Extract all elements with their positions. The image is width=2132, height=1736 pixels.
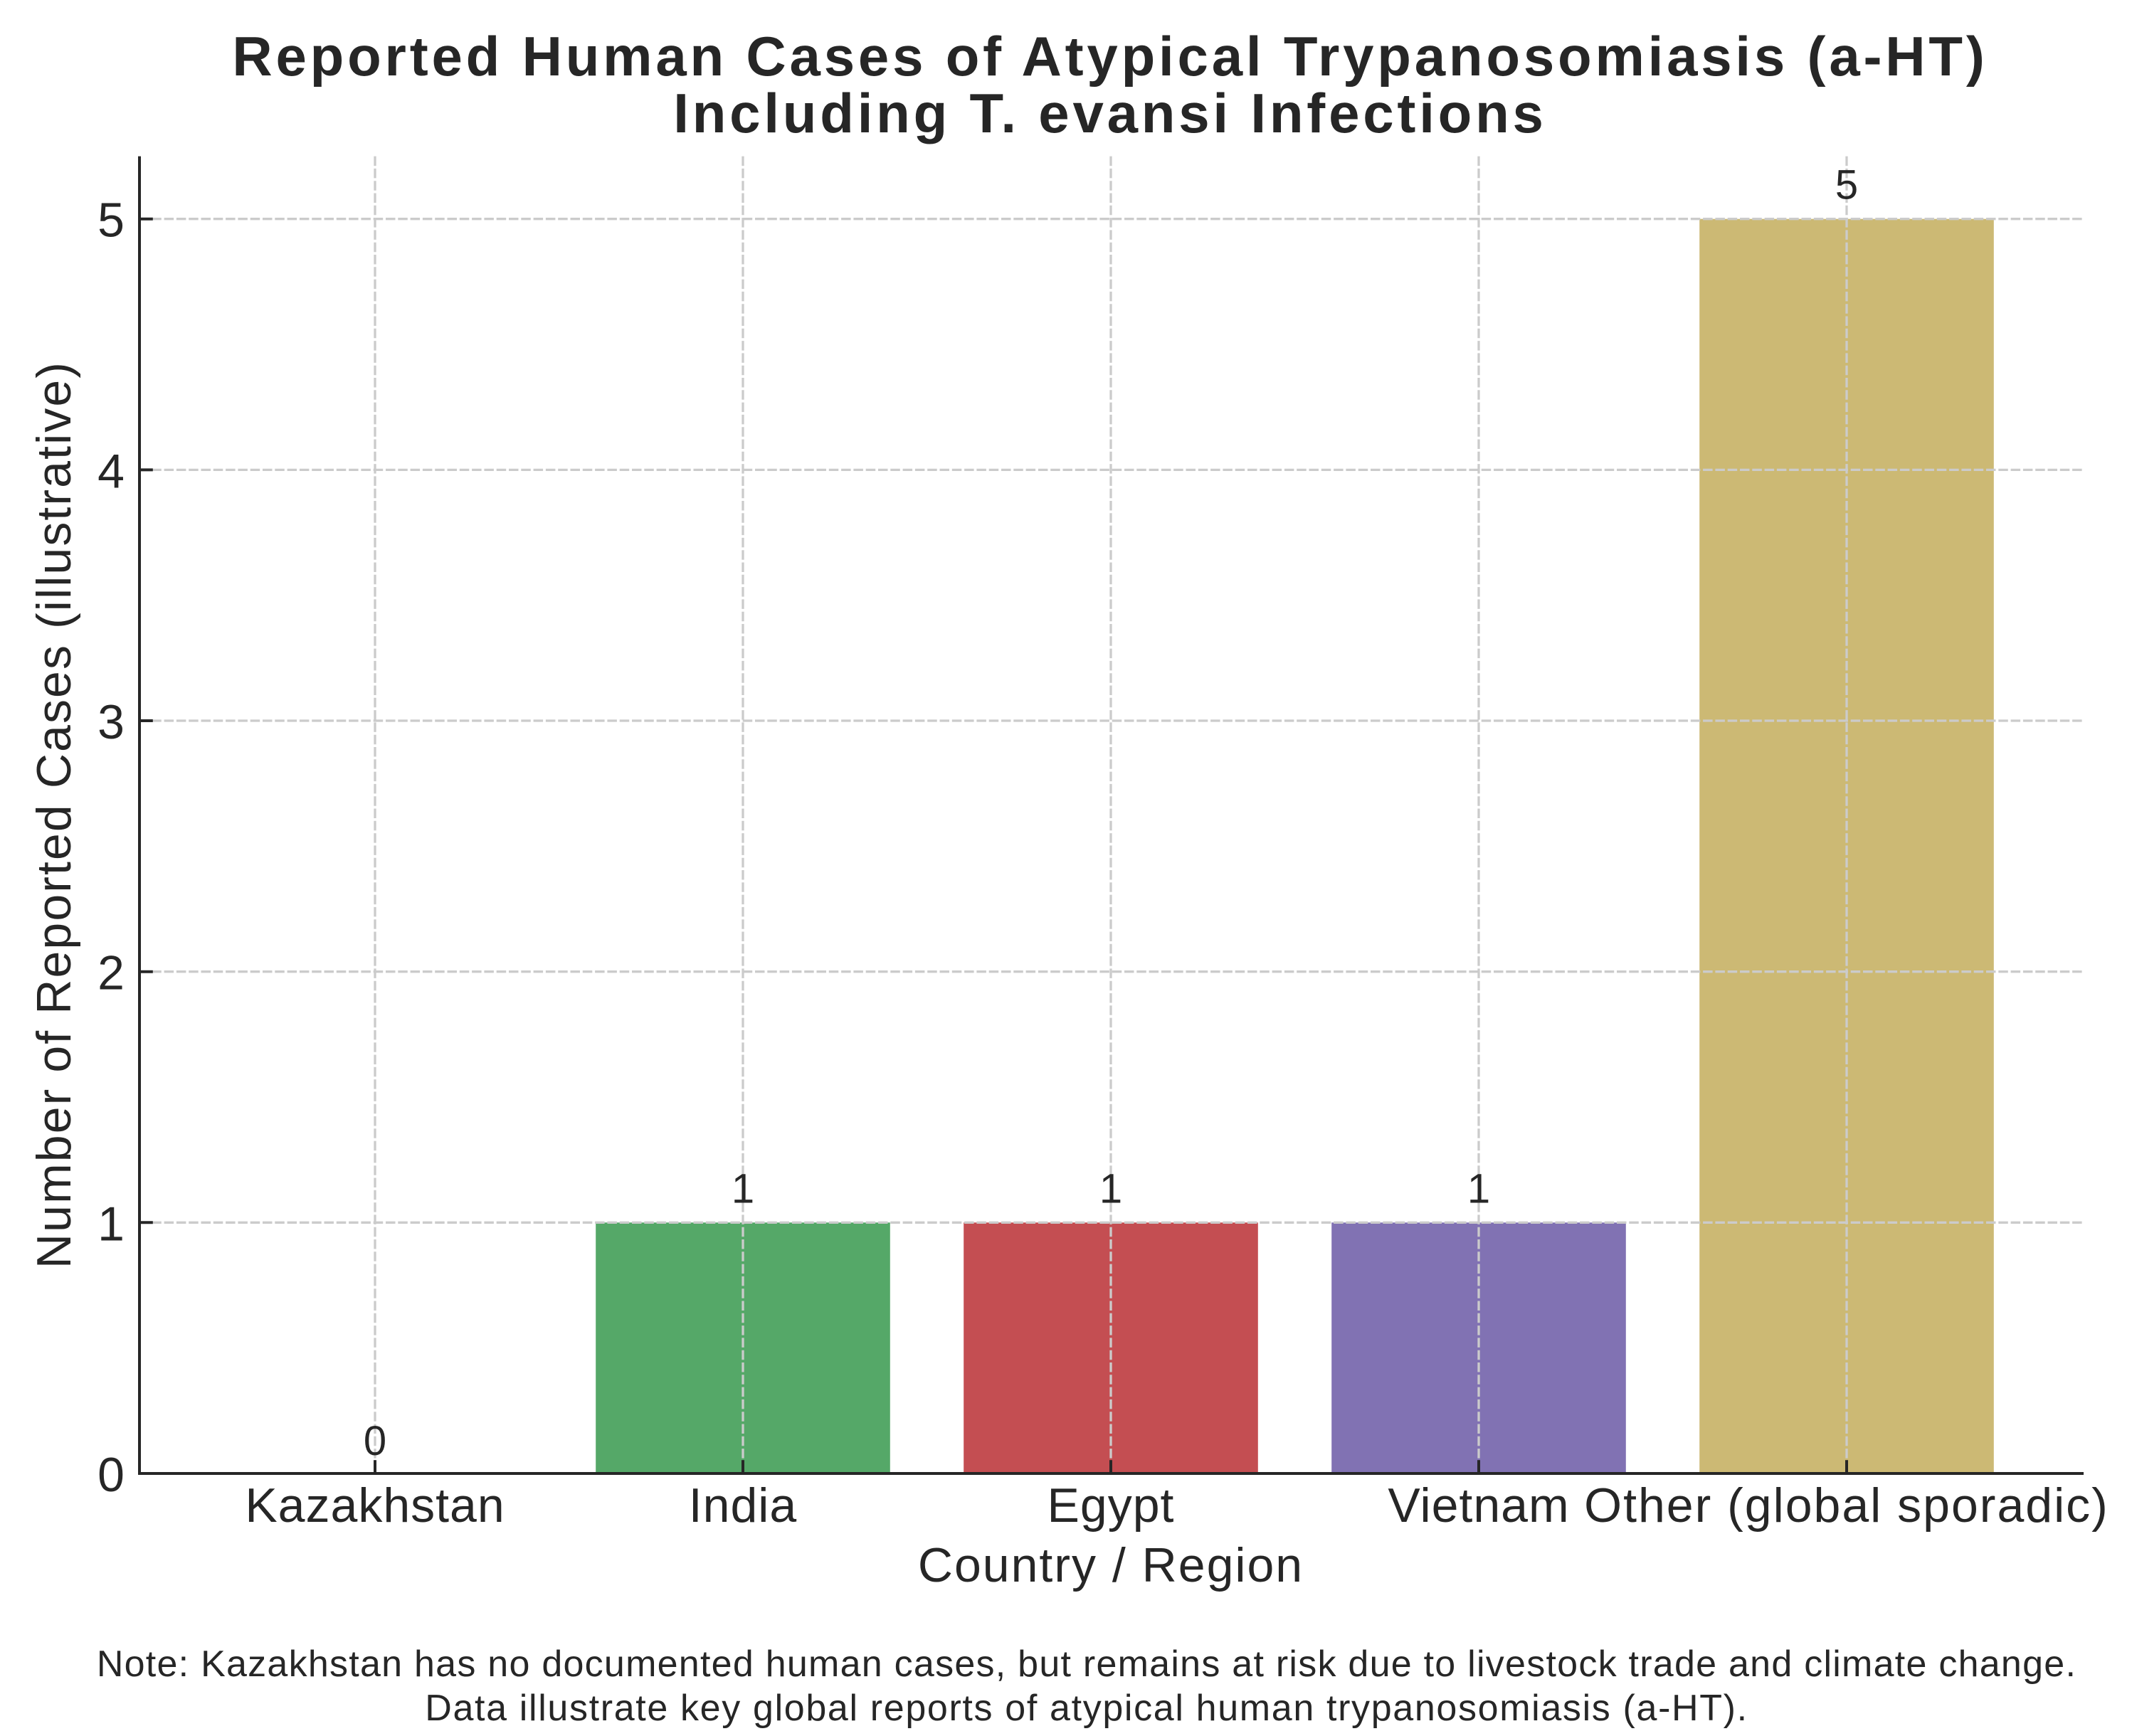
svg-text:Kazakhstan: Kazakhstan bbox=[245, 1478, 505, 1533]
svg-text:Egypt: Egypt bbox=[1047, 1478, 1175, 1533]
svg-text:Note: Kazakhstan has no docume: Note: Kazakhstan has no documented human… bbox=[97, 1644, 2076, 1685]
svg-text:Vietnam: Vietnam bbox=[1388, 1478, 1569, 1533]
svg-text:3: 3 bbox=[97, 695, 125, 749]
svg-text:4: 4 bbox=[97, 444, 125, 498]
svg-text:Other (global sporadic): Other (global sporadic) bbox=[1584, 1478, 2109, 1533]
svg-text:Number of Reported Cases (illu: Number of Reported Cases (illustrative) bbox=[27, 361, 81, 1269]
svg-text:0: 0 bbox=[364, 1418, 386, 1464]
svg-text:1: 1 bbox=[1467, 1165, 1490, 1212]
svg-text:5: 5 bbox=[97, 194, 125, 248]
svg-text:Data illustrate key global rep: Data illustrate key global reports of at… bbox=[425, 1688, 1748, 1729]
svg-text:Reported Human Cases of Atypic: Reported Human Cases of Atypical Trypano… bbox=[232, 25, 1988, 88]
svg-text:1: 1 bbox=[1099, 1165, 1122, 1212]
svg-text:1: 1 bbox=[97, 1197, 125, 1251]
svg-text:Including T. evansi Infections: Including T. evansi Infections bbox=[673, 82, 1547, 144]
svg-text:India: India bbox=[689, 1478, 797, 1533]
svg-text:0: 0 bbox=[97, 1448, 125, 1502]
svg-text:1: 1 bbox=[732, 1165, 754, 1212]
svg-text:Country / Region: Country / Region bbox=[918, 1538, 1304, 1592]
svg-text:2: 2 bbox=[97, 946, 125, 1000]
svg-text:5: 5 bbox=[1835, 162, 1858, 208]
